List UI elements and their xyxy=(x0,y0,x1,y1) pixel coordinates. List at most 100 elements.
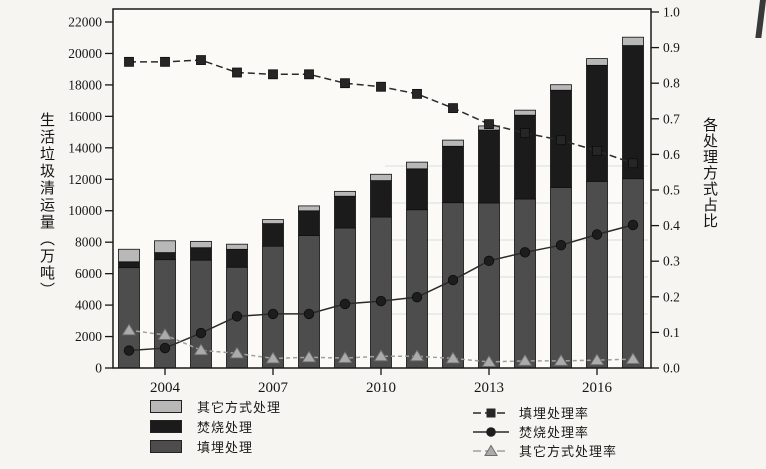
other-rate-marker xyxy=(553,354,569,366)
bar-other-2012 xyxy=(442,139,464,147)
incineration-rate-marker xyxy=(627,219,639,231)
landfill-rate-sample-icon xyxy=(473,408,509,417)
line-legend-label: 填埋处理率 xyxy=(519,406,590,421)
bar-other-2016 xyxy=(586,58,608,66)
left-axis-tick-label: 12000 xyxy=(68,172,102,187)
right-axis-tick-label: 0.1 xyxy=(663,325,680,340)
other-rate-marker xyxy=(265,351,281,364)
x-axis-tick-label: 2010 xyxy=(366,380,396,396)
incineration-rate-marker xyxy=(303,308,315,320)
landfill-swatch-icon xyxy=(150,439,182,453)
bar-other-2007 xyxy=(262,219,284,225)
other-rate-marker xyxy=(229,346,245,359)
landfill-rate-marker xyxy=(160,56,170,67)
incineration-rate-marker xyxy=(483,255,495,267)
bar-landfill-2008 xyxy=(298,235,320,369)
other-rate-marker xyxy=(193,343,209,356)
incineration-rate-marker xyxy=(195,327,207,339)
other-rate-marker xyxy=(589,353,605,366)
line-legend-label: 焚烧处理率 xyxy=(519,425,590,440)
incineration-rate-marker xyxy=(519,247,531,258)
incineration-rate-marker xyxy=(447,274,459,286)
line-legend-item-other-rate: 其它方式处理率 xyxy=(473,441,617,460)
bar-series-legend: 其它方式处理 焚烧处理填埋处理 xyxy=(150,396,281,456)
incineration-rate-marker xyxy=(123,345,135,356)
left-axis-tick-label: 14000 xyxy=(68,140,102,155)
bar-other-2003 xyxy=(118,248,140,263)
bar-other-2017 xyxy=(622,36,644,46)
line-legend-item-incineration-rate: 焚烧处理率 xyxy=(473,422,617,441)
other-rate-marker xyxy=(337,351,353,363)
bar-other-2008 xyxy=(298,205,320,212)
landfill-rate-marker xyxy=(196,55,206,65)
bar-legend-label: 焚烧处理 xyxy=(197,419,254,435)
landfill-rate-marker xyxy=(592,145,602,156)
bar-legend-item-landfill: 填埋处理 xyxy=(150,436,281,456)
right-axis-tick-label: 0.3 xyxy=(663,254,680,269)
bar-legend-item-other: 其它方式处理 xyxy=(150,396,281,416)
bar-legend-item-incineration: 焚烧处理 xyxy=(150,416,281,436)
bar-other-2006 xyxy=(226,243,248,250)
bar-landfill-2009 xyxy=(334,227,356,369)
left-axis-tick-label: 0 xyxy=(95,361,102,376)
bar-other-2004 xyxy=(154,240,176,253)
right-axis-tick-label: 0.8 xyxy=(663,76,680,91)
bar-landfill-2012 xyxy=(442,202,464,369)
right-axis-tick-label: 0.5 xyxy=(663,183,680,198)
landfill-rate-marker xyxy=(412,88,422,99)
incineration-rate-sample-icon xyxy=(473,426,509,437)
bar-landfill-2017 xyxy=(622,178,644,369)
plot-frame xyxy=(112,8,652,369)
other-rate-marker xyxy=(445,351,461,364)
right-axis-tick-label: 0.4 xyxy=(663,218,680,233)
bar-other-2009 xyxy=(334,190,356,197)
x-axis-tick-label: 2013 xyxy=(474,380,504,396)
incineration-rate-marker xyxy=(231,311,243,322)
left-axis-tick-label: 2000 xyxy=(75,329,102,344)
landfill-rate-marker xyxy=(340,78,350,89)
landfill-rate-marker xyxy=(628,158,638,169)
line-legend-label: 其它方式处理率 xyxy=(519,444,618,459)
right-axis-tick-label: 0.9 xyxy=(663,40,680,55)
right-axis-tick-label: 0.2 xyxy=(663,289,680,304)
incineration-rate-marker xyxy=(375,295,387,307)
bar-landfill-2010 xyxy=(370,216,392,369)
other-rate-marker xyxy=(517,354,533,366)
bar-other-2011 xyxy=(406,161,428,170)
left-axis-tick-label: 4000 xyxy=(75,298,102,313)
bar-incineration-2011 xyxy=(406,168,428,211)
left-axis-tick-label: 10000 xyxy=(68,203,102,218)
other-rate-marker xyxy=(481,355,497,367)
landfill-rate-marker xyxy=(520,128,530,138)
landfill-rate-marker xyxy=(124,56,134,67)
landfill-rate-marker xyxy=(232,67,242,78)
bar-landfill-2007 xyxy=(262,245,284,369)
bar-incineration-2008 xyxy=(298,210,320,236)
bar-legend-label: 其它方式处理 xyxy=(197,399,282,415)
bar-incineration-2005 xyxy=(190,247,212,261)
line-series-legend: 填埋处理率焚烧处理率其它方式处理率 xyxy=(473,403,617,460)
bar-incineration-2016 xyxy=(586,64,608,182)
left-axis-tick-label: 22000 xyxy=(68,15,102,30)
bar-incineration-2012 xyxy=(442,145,464,204)
right-axis-tick-label: 0.6 xyxy=(663,147,680,162)
left-axis-tick-label: 18000 xyxy=(68,77,102,92)
bar-landfill-2015 xyxy=(550,187,572,369)
bar-legend-label: 填埋处理 xyxy=(197,439,254,455)
right-axis-title: 各处理方式占比 xyxy=(701,117,717,229)
right-axis-tick-label: 1.0 xyxy=(663,5,680,20)
left-axis-tick-label: 16000 xyxy=(68,109,102,124)
incineration-rate-marker xyxy=(591,229,603,240)
other-swatch-icon xyxy=(150,399,182,413)
x-axis-tick-label: 2016 xyxy=(582,380,613,396)
landfill-rate-marker xyxy=(556,135,566,146)
x-axis-tick-label: 2007 xyxy=(258,380,289,396)
bar-incineration-2004 xyxy=(154,252,176,261)
bar-incineration-2007 xyxy=(262,223,284,247)
bar-other-2010 xyxy=(370,173,392,182)
right-axis-tick-label: 0.0 xyxy=(663,361,680,376)
bar-other-2014 xyxy=(514,109,536,116)
line-legend-item-landfill-rate: 填埋处理率 xyxy=(473,403,617,422)
